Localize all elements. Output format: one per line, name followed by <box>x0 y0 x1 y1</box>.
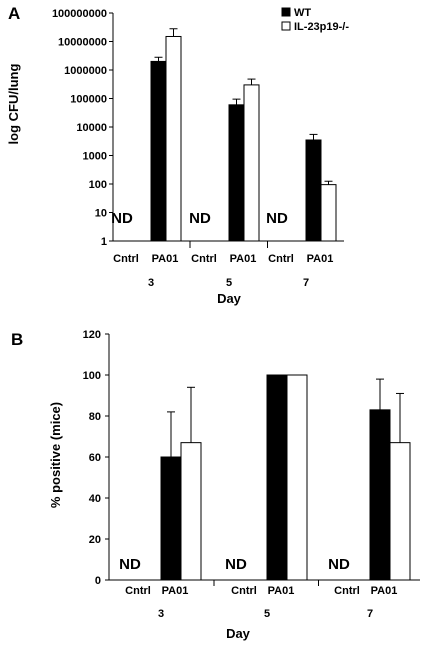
panel-a-subcategory-label: PA01 <box>307 253 334 265</box>
panel-b-y-tick-label: 60 <box>89 452 101 464</box>
panel-a-bar-il23p19-ko <box>320 184 337 242</box>
panel-a-bar-wt <box>228 104 245 242</box>
legend-label-il23p19-ko: IL-23p19-/- <box>294 21 349 33</box>
panel-a-y-tick-label: 1000000 <box>64 65 107 77</box>
panel-b-bar-wt <box>266 374 288 581</box>
legend-label-wt: WT <box>294 7 311 19</box>
panel-b-bar-il23p19-ko <box>180 442 202 581</box>
panel-a-bar-il23p19-ko <box>165 35 182 242</box>
panel-b-bar-il23p19-ko <box>389 442 411 581</box>
panel-a-group-label: 7 <box>303 277 309 289</box>
panel-a-bar-il23p19-ko <box>243 84 260 242</box>
panel-b-group-label: 3 <box>158 608 164 620</box>
panel-a-y-tick-label: 10000 <box>76 122 107 134</box>
legend-swatch-il23p19-ko <box>281 21 291 31</box>
panel-b: B % positive (mice) Day 0 20 40 60 80 100 120 N… <box>11 329 420 641</box>
legend: WT IL-23p19-/- <box>281 7 349 33</box>
legend-swatch-wt <box>281 7 291 17</box>
panel-b-letter: B <box>11 330 23 349</box>
panel-b-x-axis-label: Day <box>226 626 251 641</box>
panel-a-y-tick-label: 100 <box>89 179 107 191</box>
panel-a-x-axis-label: Day <box>217 291 242 306</box>
panel-a-group-label: 5 <box>226 277 232 289</box>
panel-b-group-label: 7 <box>367 608 373 620</box>
panel-a-y-axis-label: log CFU/lung <box>6 64 21 145</box>
panel-b-nd-label: ND <box>119 556 141 573</box>
panel-a-subcategory-label: Cntrl <box>191 253 217 265</box>
panel-a-y-tick-label: 1000 <box>83 151 107 163</box>
panel-b-nd-label: ND <box>225 556 247 573</box>
panel-a-nd-label: ND <box>111 210 133 227</box>
panel-b-y-tick-label: 120 <box>83 329 101 341</box>
panel-b-nd-label: ND <box>328 556 350 573</box>
panel-a-y-tick-label: 1 <box>101 236 107 248</box>
panel-a-subcategory-label: Cntrl <box>268 253 294 265</box>
panel-a-y-tick-label: 10 <box>95 208 107 220</box>
panel-b-bar-wt <box>160 456 182 581</box>
panel-a-subcategory-label: PA01 <box>230 253 257 265</box>
panel-b-y-tick-label: 40 <box>89 493 101 505</box>
panel-b-y-tick-label: 80 <box>89 411 101 423</box>
panel-b-subcategory-label: Cntrl <box>125 585 151 597</box>
panel-b-y-axis-label: % positive (mice) <box>48 402 63 508</box>
panel-b-subcategory-label: PA01 <box>162 585 189 597</box>
panel-b-subcategory-label: PA01 <box>371 585 398 597</box>
panel-b-group-label: 5 <box>264 608 270 620</box>
panel-a-y-tick-label: 100000 <box>70 94 107 106</box>
panel-b-bar-wt <box>369 409 391 581</box>
panel-a-bar-wt <box>150 60 167 242</box>
panel-b-y-tick-label: 0 <box>95 575 101 587</box>
panel-a-group-label: 3 <box>148 277 154 289</box>
panel-a-subcategory-label: Cntrl <box>113 253 139 265</box>
panel-a-y-tick-label: 100000000 <box>52 8 107 20</box>
panel-b-y-tick-label: 100 <box>83 370 101 382</box>
panel-b-y-tick-label: 20 <box>89 534 101 546</box>
panel-a-nd-label: ND <box>266 210 288 227</box>
panel-b-subcategory-label: PA01 <box>268 585 295 597</box>
panel-b-bar-il23p19-ko <box>286 374 308 581</box>
panel-b-subcategory-label: Cntrl <box>334 585 360 597</box>
panel-b-subcategory-label: Cntrl <box>231 585 257 597</box>
panel-a: A log CFU/lung Day WT IL-23p19-/- 1 10 100… <box>6 4 349 306</box>
panel-a-subcategory-label: PA01 <box>152 253 179 265</box>
panel-a-nd-label: ND <box>189 210 211 227</box>
panel-a-letter: A <box>8 4 20 23</box>
panel-a-y-tick-label: 10000000 <box>58 37 107 49</box>
panel-a-bar-wt <box>305 139 322 242</box>
